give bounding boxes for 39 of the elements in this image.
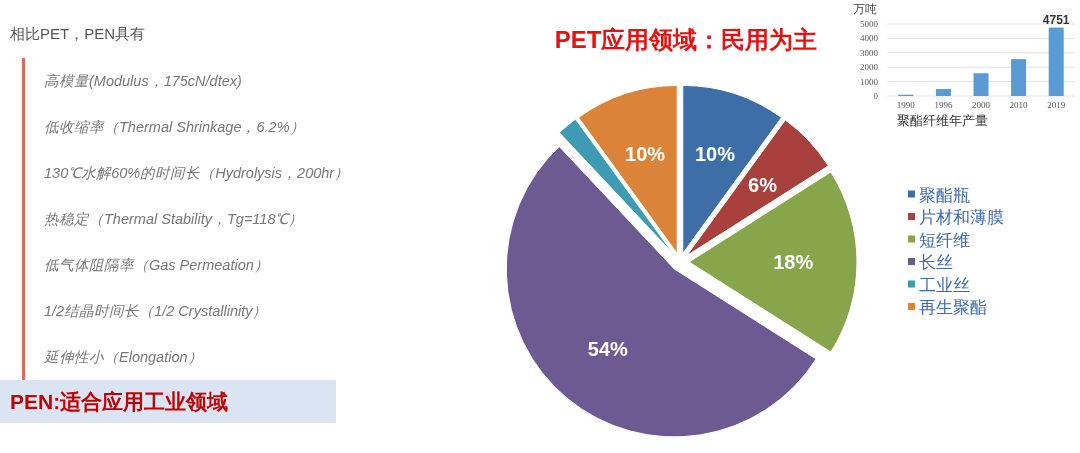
y-tick-label: 2000: [860, 62, 879, 73]
y-tick-label: 3000: [860, 47, 879, 58]
x-axis-title: 聚酯纤维年产量: [897, 113, 988, 128]
text: 1/2结晶时间长（1/2 Crystallinity）: [43, 302, 269, 321]
legend-label: 再生聚酯: [919, 298, 987, 317]
y-tick-label: 0: [873, 91, 879, 101]
legend-label: 长丝: [919, 253, 953, 272]
text: 高模量(Modulus，175cN/dtex): [43, 72, 243, 91]
text: 延伸性小（Elongation）: [43, 348, 204, 367]
legend-label: 聚酯瓶: [919, 185, 970, 205]
bar: [1011, 59, 1027, 96]
text: 130℃水解60%的时间长（Hydrolysis，200hr）: [43, 164, 351, 183]
text: PEN:适合应用工业领域: [0, 380, 336, 423]
x-tick-label: 2010: [1009, 100, 1029, 110]
bar: [935, 88, 951, 96]
data-label: 10%: [694, 143, 736, 166]
data-label: 18%: [773, 251, 814, 273]
bar: [1048, 27, 1064, 96]
y-axis-title: 万吨: [853, 2, 877, 16]
x-tick-label: 2000: [972, 100, 991, 110]
text: 相比PET，PEN具有: [10, 24, 146, 44]
chart-title: PET应用领域：民用为主: [554, 26, 818, 53]
text: 低收缩率（Thermal Shrinkage，6.2%）: [43, 118, 306, 137]
x-tick-label: 1990: [896, 100, 916, 110]
legend-label: 短纤维: [919, 230, 970, 250]
text: 热稳定（Thermal Stability，Tg=118℃）: [43, 210, 305, 229]
data-label: 10%: [625, 143, 666, 166]
legend-label: 片材和薄膜: [919, 208, 1004, 227]
x-tick-label: 1996: [934, 100, 953, 110]
data-label: 6%: [748, 173, 778, 196]
bar: [973, 73, 989, 96]
y-tick-label: 5000: [860, 19, 879, 29]
text: 低气体阻隔率（Gas Permeation）: [43, 256, 270, 275]
data-label: 4751: [1042, 12, 1070, 27]
legend-label: 工业丝: [919, 275, 970, 295]
y-tick-label: 1000: [860, 76, 879, 87]
x-tick-label: 2019: [1047, 100, 1066, 110]
data-label: 54%: [587, 338, 629, 361]
y-tick-label: 4000: [860, 33, 879, 44]
